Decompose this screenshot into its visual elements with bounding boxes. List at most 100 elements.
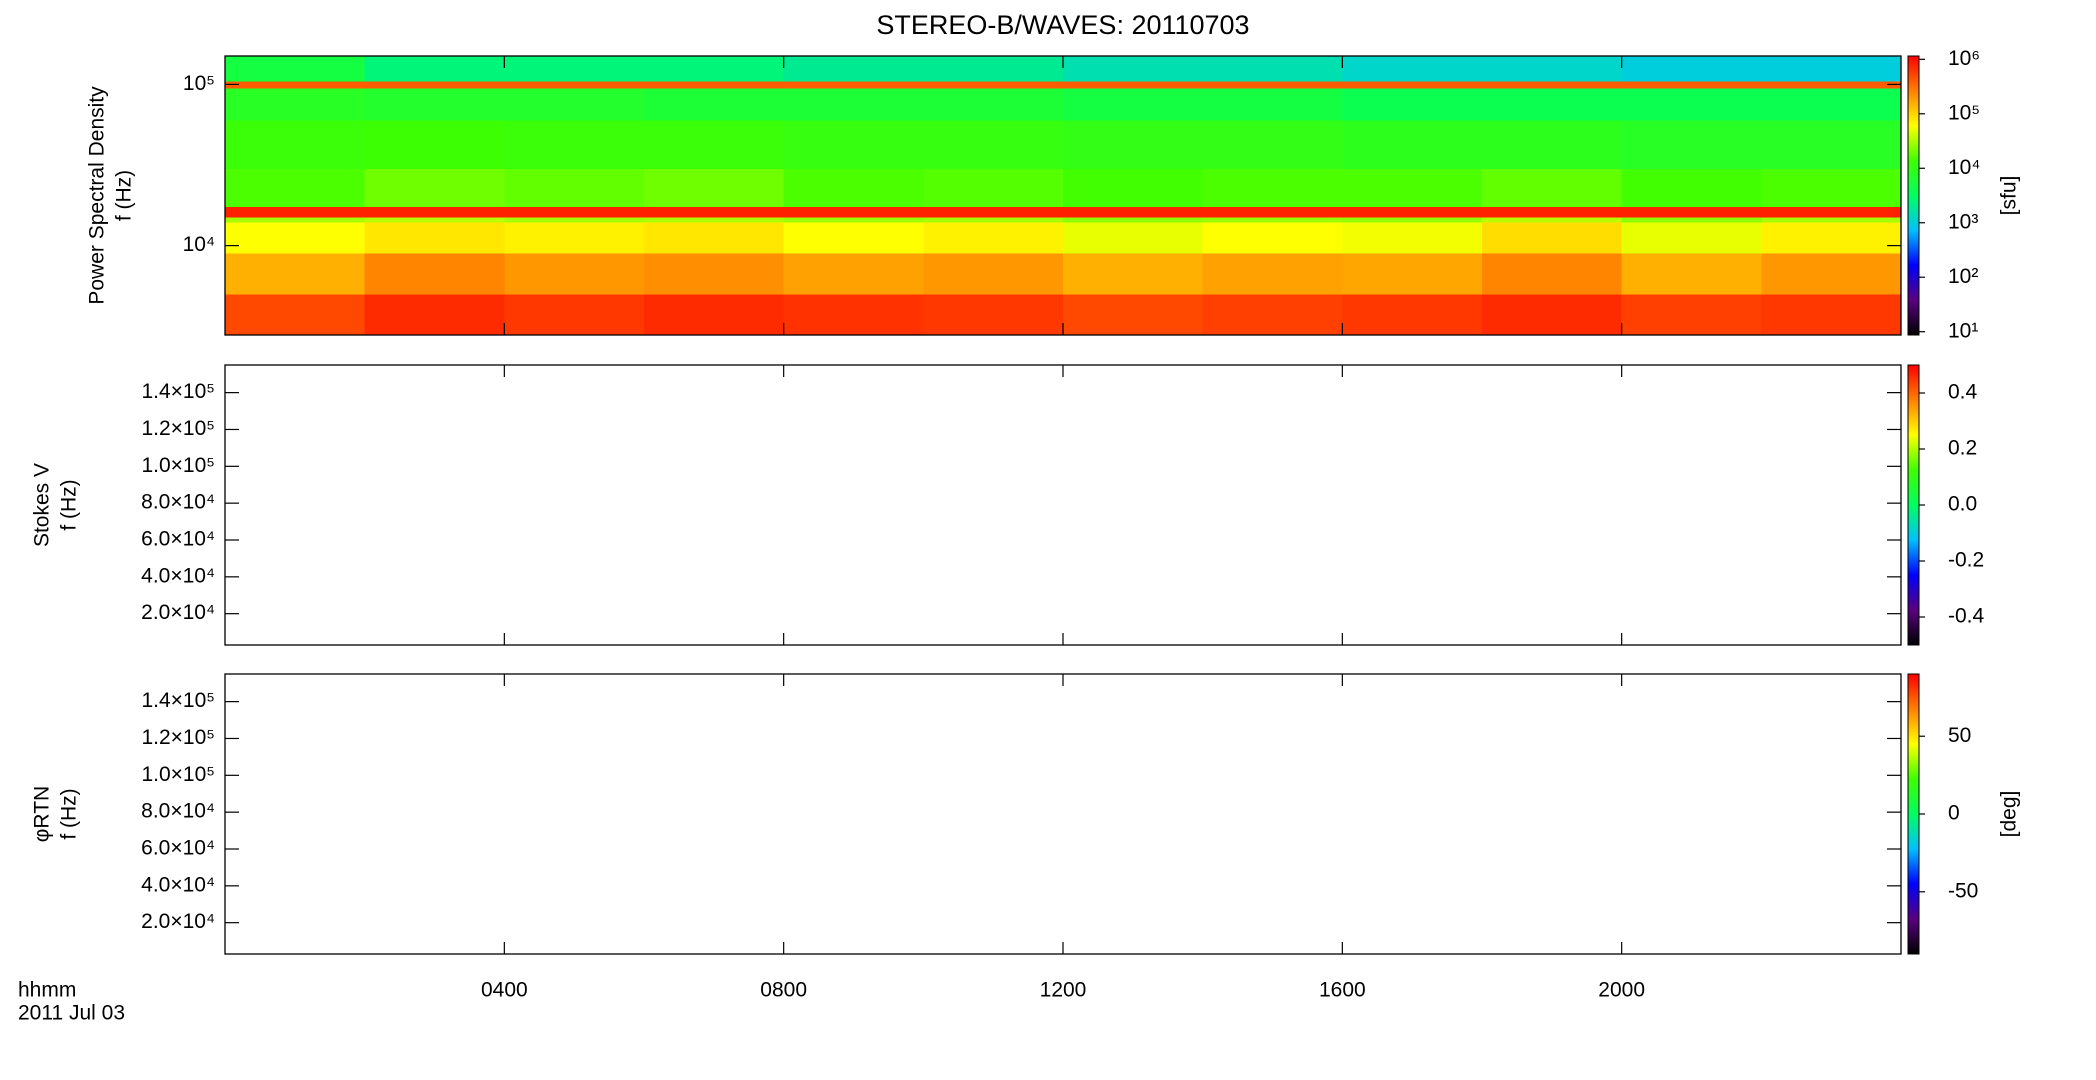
heatmap-cell xyxy=(644,222,785,254)
colorbar-tick-label: 0.2 xyxy=(1948,437,1977,460)
colorbar-tick-label: 10¹ xyxy=(1948,319,1978,342)
heatmap-cell xyxy=(1761,56,1902,82)
colorbar-tick-label: -0.2 xyxy=(1948,549,1984,572)
y-tick-label: 1.0×10⁵ xyxy=(141,454,215,477)
heatmap-cell xyxy=(783,168,924,207)
heatmap-cell xyxy=(923,252,1064,295)
heatmap-cell xyxy=(783,120,924,170)
heatmap-cell xyxy=(923,206,1064,218)
heatmap-cell xyxy=(923,87,1064,121)
heatmap-cell xyxy=(364,87,505,121)
heatmap-cell xyxy=(225,217,366,223)
colorbar xyxy=(1907,364,1920,646)
heatmap-cell xyxy=(1621,206,1762,218)
heatmap-cell xyxy=(1761,294,1902,336)
heatmap-cell xyxy=(1063,222,1204,254)
heatmap-cell xyxy=(1761,222,1902,254)
heatmap-cell xyxy=(1063,217,1204,223)
heatmap-cell xyxy=(1621,252,1762,295)
heatmap-cell xyxy=(1482,252,1623,295)
heatmap-cell xyxy=(364,168,505,207)
heatmap-cell xyxy=(1621,294,1762,336)
colorbar-tick-label: -0.4 xyxy=(1948,605,1985,628)
heatmap-cell xyxy=(1761,206,1902,218)
heatmap-cell xyxy=(783,217,924,223)
heatmap-cell xyxy=(1482,222,1623,254)
y-axis-label: f (Hz) xyxy=(58,788,81,839)
heatmap-cell xyxy=(364,56,505,82)
heatmap-cell xyxy=(644,168,785,207)
heatmap-cell xyxy=(364,222,505,254)
colorbar xyxy=(1907,55,1920,336)
heatmap-cell xyxy=(783,252,924,295)
heatmap-cell xyxy=(1063,252,1204,295)
heatmap-cell xyxy=(1202,252,1343,295)
colorbar-tick-label: 50 xyxy=(1948,724,1971,747)
y-tick-label: 4.0×10⁴ xyxy=(141,873,215,896)
heatmap-cell xyxy=(1063,294,1204,336)
heatmap-cell xyxy=(1342,252,1483,295)
heatmap-cell xyxy=(923,217,1064,223)
colorbar-tick-label: 0.0 xyxy=(1948,493,1977,516)
heatmap-cell xyxy=(504,80,645,89)
y-tick-label: 4.0×10⁴ xyxy=(141,564,215,587)
heatmap-cell xyxy=(644,206,785,218)
colorbar-tick-label: -50 xyxy=(1948,879,1978,902)
heatmap-cell xyxy=(1342,80,1483,89)
heatmap-cell xyxy=(644,217,785,223)
y-tick-label: 6.0×10⁴ xyxy=(141,528,215,551)
heatmap-cell xyxy=(225,87,366,121)
heatmap-cell xyxy=(364,120,505,170)
heatmap-cell xyxy=(1063,168,1204,207)
heatmap-cell xyxy=(1342,217,1483,223)
heatmap-cell xyxy=(1202,168,1343,207)
heatmap-cell xyxy=(504,294,645,336)
heatmap-cell xyxy=(504,222,645,254)
heatmap-cell xyxy=(1482,120,1623,170)
heatmap-cell xyxy=(504,252,645,295)
heatmap-cell xyxy=(1621,56,1762,82)
y-tick-label: 1.2×10⁵ xyxy=(141,417,215,440)
heatmap-cell xyxy=(1342,206,1483,218)
heatmap-cell xyxy=(1342,222,1483,254)
colorbar-tick-label: 10⁶ xyxy=(1948,47,1980,70)
heatmap-cell xyxy=(1063,87,1204,121)
colorbar-tick-label: 10² xyxy=(1948,265,1978,288)
heatmap-cell xyxy=(923,294,1064,336)
heatmap-cell xyxy=(225,222,366,254)
y-tick-label: 6.0×10⁴ xyxy=(141,837,215,860)
x-tick-label: 0800 xyxy=(760,979,807,1002)
heatmap-cell xyxy=(364,294,505,336)
heatmap-cell xyxy=(1482,56,1623,82)
heatmap-cell xyxy=(923,168,1064,207)
plot-frame xyxy=(224,673,1902,955)
heatmap-cell xyxy=(225,294,366,336)
heatmap-cell xyxy=(1063,80,1204,89)
heatmap-cell xyxy=(1621,168,1762,207)
x-axis-label: 2011 Jul 03 xyxy=(18,1002,125,1025)
heatmap-cell xyxy=(783,206,924,218)
x-tick-label: 1600 xyxy=(1319,979,1366,1002)
colorbar-tick-label: 10⁴ xyxy=(1948,156,1980,179)
heatmap-cell xyxy=(1621,80,1762,89)
heatmap-cell xyxy=(504,56,645,82)
heatmap-cell xyxy=(364,217,505,223)
y-axis-label: φRTN xyxy=(31,786,54,842)
heatmap-cell xyxy=(1482,80,1623,89)
heatmap-cell xyxy=(1063,206,1204,218)
y-tick-label: 1.4×10⁵ xyxy=(141,380,215,403)
heatmap-cell xyxy=(1342,168,1483,207)
heatmap-cell xyxy=(1621,217,1762,223)
heatmap-cell xyxy=(923,56,1064,82)
heatmap-cell xyxy=(644,294,785,336)
heatmap-cell xyxy=(644,87,785,121)
y-tick-label: 2.0×10⁴ xyxy=(141,910,215,933)
heatmap-cell xyxy=(1342,120,1483,170)
colorbar-tick-label: 10⁵ xyxy=(1948,101,1980,124)
heatmap-cell xyxy=(1761,168,1902,207)
heatmap-cell xyxy=(504,168,645,207)
y-tick-label: 10⁵ xyxy=(183,72,215,95)
heatmap-cell xyxy=(644,56,785,82)
heatmap-cell xyxy=(225,80,366,89)
